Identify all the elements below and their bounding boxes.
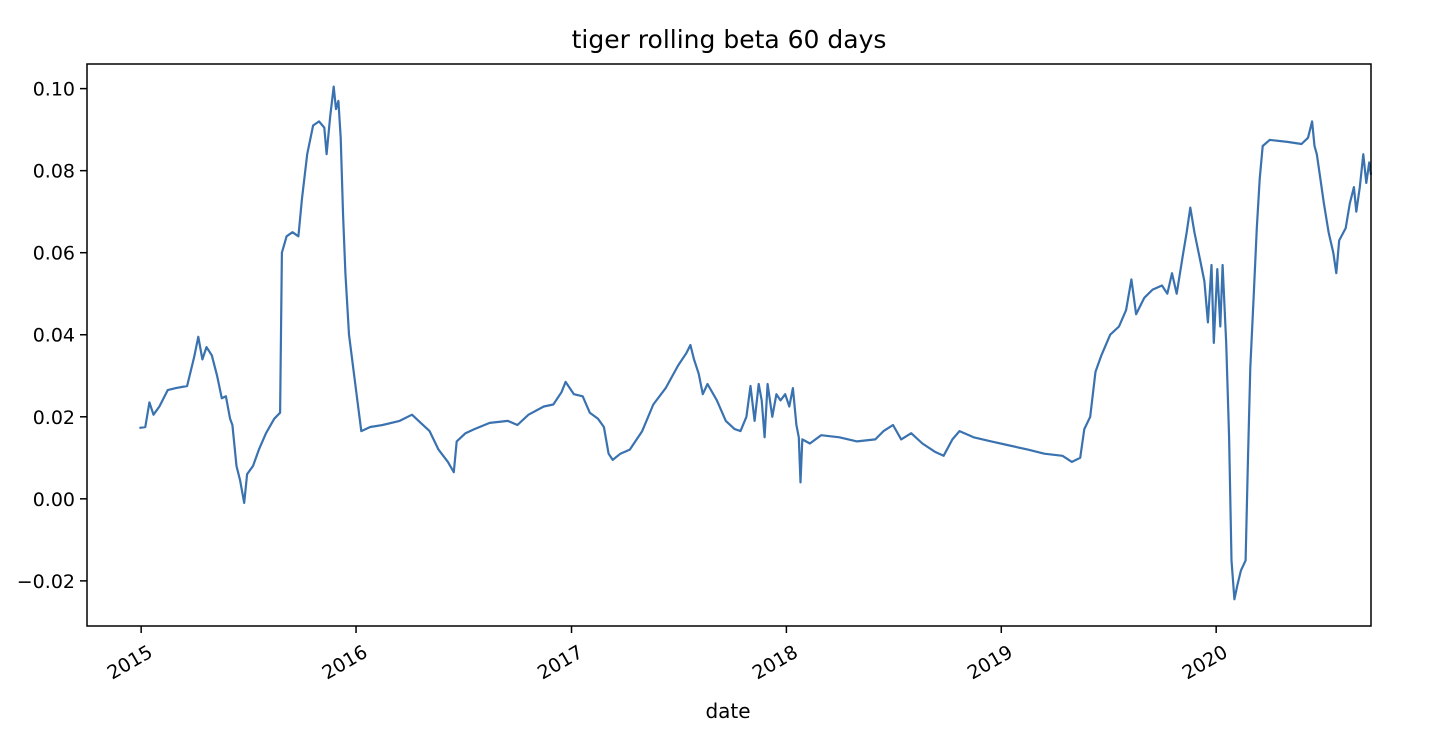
x-tick-label: 2018 xyxy=(749,641,802,684)
x-tick-label: 2019 xyxy=(964,641,1017,684)
y-tick-label: 0.04 xyxy=(33,325,75,347)
y-axis: 0.10 0.08 0.06 0.04 0.02 0.00 −0.02 xyxy=(17,79,87,593)
series-line xyxy=(139,85,1373,601)
y-tick-label: 0.02 xyxy=(33,407,75,429)
x-tick-label: 2017 xyxy=(534,641,587,684)
x-axis: 2015 2016 2017 2018 2019 2020 xyxy=(104,626,1232,684)
plot-frame xyxy=(86,63,1372,627)
series-layer xyxy=(139,85,1373,601)
y-tick-label: 0.08 xyxy=(33,161,75,183)
x-tick-label: 2015 xyxy=(104,641,157,684)
x-axis-label: date xyxy=(705,699,750,723)
chart-title: tiger rolling beta 60 days xyxy=(572,25,887,54)
y-tick-label: −0.02 xyxy=(17,571,75,593)
x-tick-label: 2016 xyxy=(318,641,371,684)
y-tick-label: 0.10 xyxy=(33,79,75,101)
y-tick-label: 0.00 xyxy=(33,489,75,511)
y-tick-label: 0.06 xyxy=(33,243,75,265)
x-tick-label: 2020 xyxy=(1179,641,1232,684)
